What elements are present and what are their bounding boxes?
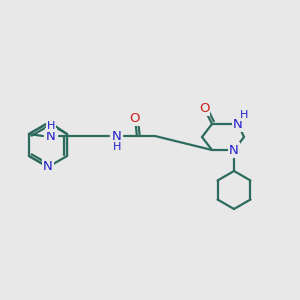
Text: N: N [112,130,122,142]
Text: H: H [240,110,248,120]
Text: H: H [47,121,55,131]
Text: N: N [233,118,243,130]
Text: N: N [46,130,56,142]
Text: O: O [199,101,209,115]
Text: O: O [130,112,140,124]
Text: N: N [43,160,53,173]
Text: N: N [229,143,239,157]
Text: H: H [113,142,121,152]
